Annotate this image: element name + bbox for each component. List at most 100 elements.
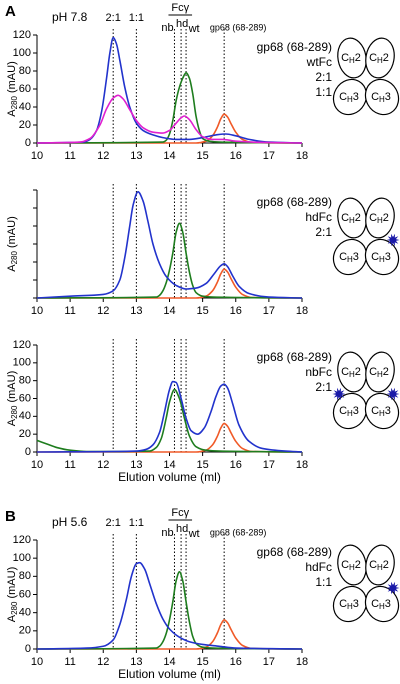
data-line [36, 94, 303, 144]
domain-label-num: 3 [353, 251, 359, 263]
binding-site-star [386, 581, 400, 595]
domain-label-sub: H [349, 56, 355, 65]
x-tick-label: 11 [64, 459, 75, 471]
x-tick-label: 11 [64, 150, 75, 162]
x-tick-label: 10 [31, 459, 43, 471]
marker-label: nb [161, 22, 173, 34]
y-label-sub: 280 [10, 251, 19, 265]
data-line [36, 570, 303, 650]
x-tick-label: 12 [97, 305, 109, 317]
data-line [36, 36, 303, 144]
domain-label-sub: H [379, 602, 385, 611]
domain-label-main: C [371, 405, 379, 417]
domain-label-sub: H [347, 255, 353, 264]
domain-label-sub: H [379, 255, 385, 264]
x-tick-label: 10 [31, 305, 43, 317]
domain-label: CH2 [341, 52, 361, 65]
group-label: Fcγ [171, 507, 189, 519]
domain-label-main: C [341, 52, 349, 64]
x-tick-label: 11 [64, 305, 75, 317]
y-label-main: A [6, 614, 18, 622]
marker-label: 2:1 [106, 12, 121, 24]
x-tick-label: 11 [64, 656, 75, 668]
domain-label-main: C [369, 212, 377, 224]
y-tick-label: 0 [25, 643, 31, 655]
data-line [36, 268, 303, 299]
x-tick-label: 18 [296, 656, 308, 668]
y-axis-label: A280 (mAU) [6, 371, 19, 426]
x-tick-label: 15 [197, 459, 209, 471]
marker-label: hd [176, 18, 188, 30]
domain-label-sub: H [347, 409, 353, 418]
domain-label-num: 3 [385, 598, 391, 610]
y-tick-label: 40 [19, 607, 31, 619]
fc-domain [364, 392, 400, 430]
fc-domain [365, 544, 395, 586]
legend-entry: nbFc [305, 365, 332, 379]
y-label-sub: 280 [10, 405, 19, 419]
legend-entry: gp68 (68-289) [257, 40, 332, 54]
y-tick-label: 60 [19, 588, 31, 600]
domain-label-num: 3 [385, 405, 391, 417]
domain-label-sub: H [377, 370, 383, 379]
x-tick-label: 18 [296, 305, 308, 317]
x-tick-label: 16 [230, 459, 242, 471]
x-tick-label: 13 [130, 150, 142, 162]
domain-label-sub: H [379, 409, 385, 418]
data-line [36, 561, 303, 650]
domain-label-num: 3 [385, 91, 391, 103]
x-tick-label: 16 [230, 305, 242, 317]
y-label-main: A [6, 418, 18, 426]
y-tick-label: 40 [19, 410, 31, 422]
y-axis-label: A280 (mAU) [6, 61, 19, 116]
y-tick-label: 100 [13, 47, 31, 59]
x-tick-label: 13 [130, 656, 142, 668]
x-tick-label: 16 [230, 150, 242, 162]
legend-entry: gp68 (68-289) [257, 350, 332, 364]
domain-label-sub: H [377, 56, 383, 65]
marker-label: wt [188, 528, 200, 540]
y-label-main: A [6, 264, 18, 272]
domain-label: CH3 [339, 405, 359, 418]
legend-entry: 1:1 [315, 85, 332, 99]
marker-label: gp68 (68-289) [210, 22, 267, 32]
domain-label: CH3 [339, 91, 359, 104]
x-axis-label: Elution volume (ml) [118, 667, 221, 681]
domain-label-sub: H [379, 95, 385, 104]
domain-label-num: 2 [383, 366, 389, 378]
domain-label: CH2 [341, 366, 361, 379]
y-tick-label: 120 [13, 534, 31, 546]
y-tick-label: 80 [19, 65, 31, 77]
y-label-unit: (mAU) [6, 371, 18, 403]
domain-label: CH3 [371, 598, 391, 611]
fc-domain [365, 37, 395, 79]
domain-label-num: 2 [355, 559, 361, 571]
domain-label: CH3 [371, 405, 391, 418]
data-line [36, 222, 303, 299]
x-tick-label: 15 [197, 305, 209, 317]
domain-label-sub: H [347, 95, 353, 104]
x-tick-label: 16 [230, 656, 242, 668]
domain-label: CH2 [341, 212, 361, 225]
binding-site-star [386, 387, 400, 401]
domain-label-num: 3 [385, 251, 391, 263]
legend-entry: hdFc [305, 560, 332, 574]
domain-label-num: 3 [353, 598, 359, 610]
x-tick-label: 12 [97, 150, 109, 162]
domain-label-main: C [371, 91, 379, 103]
domain-label: CH3 [339, 251, 359, 264]
legend-entry: 2:1 [315, 380, 332, 394]
fc-domain [332, 78, 368, 116]
data-line [37, 619, 303, 650]
x-tick-label: 15 [197, 150, 209, 162]
domain-label-sub: H [349, 216, 355, 225]
y-tick-label: 60 [19, 392, 31, 404]
marker-label: 1:1 [129, 517, 144, 529]
domain-label-sub: H [347, 602, 353, 611]
y-tick-label: 20 [19, 625, 31, 637]
fc-domain [332, 238, 368, 276]
domain-label-sub: H [349, 370, 355, 379]
domain-label-main: C [369, 559, 377, 571]
legend-entry: 1:1 [315, 575, 332, 589]
fc-domain [364, 585, 400, 623]
